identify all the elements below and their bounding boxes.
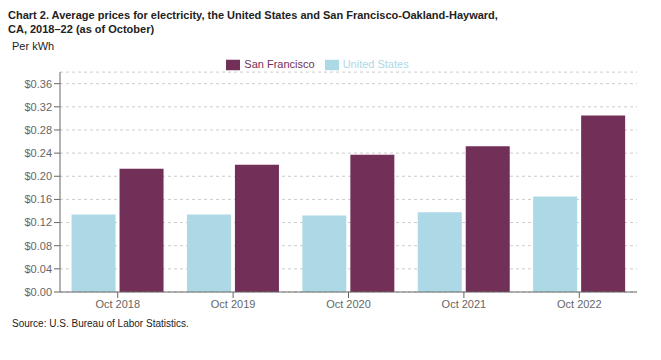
html-text:Per kWh: Per kWh: [12, 40, 55, 52]
html-text:CA, 2018–22 (as of October): CA, 2018–22 (as of October): [8, 23, 155, 35]
svg-text:$0.08: $0.08: [24, 240, 52, 252]
html-text:Chart 2. Average prices for el: Chart 2. Average prices for electricity,…: [8, 9, 498, 21]
svg-text:Oct 2020: Oct 2020: [326, 298, 371, 310]
svg-text:Oct 2021: Oct 2021: [442, 298, 487, 310]
html-text:Source: U.S. Bureau of Labor S: Source: U.S. Bureau of Labor Statistics.: [12, 318, 189, 329]
html-text:United States: United States: [342, 58, 409, 70]
svg-text:$0.36: $0.36: [24, 78, 52, 90]
svg-text:$0.16: $0.16: [24, 193, 52, 205]
svg-text:$0.00: $0.00: [24, 286, 52, 298]
svg-text:$0.04: $0.04: [24, 263, 52, 275]
svg-text:Oct 2018: Oct 2018: [95, 298, 140, 310]
svg-text:$0.20: $0.20: [24, 170, 52, 182]
svg-text:$0.32: $0.32: [24, 101, 52, 113]
svg-text:Oct 2019: Oct 2019: [211, 298, 256, 310]
svg-text:Oct 2022: Oct 2022: [557, 298, 602, 310]
svg-text:$0.24: $0.24: [24, 147, 52, 159]
svg-text:$0.12: $0.12: [24, 216, 52, 228]
svg-text:$0.28: $0.28: [24, 124, 52, 136]
html-text:San Francisco: San Francisco: [244, 58, 315, 70]
